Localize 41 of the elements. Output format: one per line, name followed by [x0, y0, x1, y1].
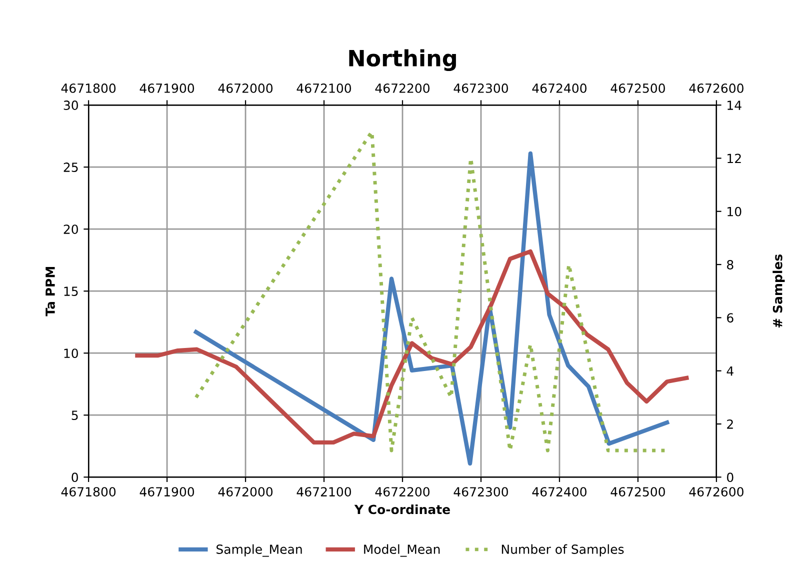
legend-label: Number of Samples: [502, 544, 624, 556]
y-tick-label: 10: [64, 348, 78, 358]
y2-tick-label: 0: [726, 472, 734, 482]
x2-tick-label: 4672300: [454, 83, 508, 93]
y-axis-title: Ta PPM: [46, 267, 55, 316]
x2-tick-label: 4672400: [532, 83, 586, 93]
y2-tick-label: 8: [727, 260, 734, 270]
legend-label: Model_Mean: [364, 544, 440, 557]
y2-tick-label: 2: [727, 419, 733, 429]
y-tick-label: 15: [64, 286, 78, 296]
x2-tick-label: 4671800: [61, 83, 116, 93]
x2-tick-label: 4671900: [140, 83, 194, 93]
x-tick-label: 4672600: [689, 487, 744, 497]
y2-tick-label: 10: [728, 206, 742, 216]
x2-tick-label: 4672600: [689, 83, 744, 93]
x-axis-title: Y Co-ordinate: [354, 504, 450, 514]
x2-tick-label: 4672500: [610, 83, 665, 93]
x2-tick-label: 4672200: [375, 83, 430, 93]
y-tick-label: 0: [72, 472, 78, 482]
x-tick-label: 4672500: [610, 487, 665, 497]
x-tick-label: 4671800: [61, 487, 116, 497]
x-tick-label: 4672400: [532, 487, 586, 497]
x-tick-label: 4672000: [218, 487, 273, 497]
y2-tick-label: 14: [728, 100, 742, 110]
y-tick-label: 25: [64, 162, 78, 172]
x2-tick-label: 4672000: [218, 83, 273, 93]
y2-tick-label: 12: [728, 154, 741, 163]
y-tick-label: 5: [72, 410, 78, 420]
line-series: [135, 249, 689, 444]
x-tick-label: 4672100: [296, 487, 352, 497]
x-tick-label: 4672200: [375, 487, 430, 497]
x2-tick-label: 4672100: [296, 83, 352, 93]
y2-tick-label: 4: [726, 366, 734, 376]
y-tick-label: 20: [64, 224, 78, 234]
y2-axis-title: # Samples: [772, 254, 785, 328]
legend-label: Sample_Mean: [216, 544, 302, 557]
x-tick-label: 4672300: [454, 487, 508, 497]
y-tick-label: 30: [64, 100, 78, 110]
x-tick-label: 4671900: [140, 487, 194, 497]
chart-title: Northing: [349, 49, 456, 71]
y2-tick-label: 6: [727, 313, 734, 323]
